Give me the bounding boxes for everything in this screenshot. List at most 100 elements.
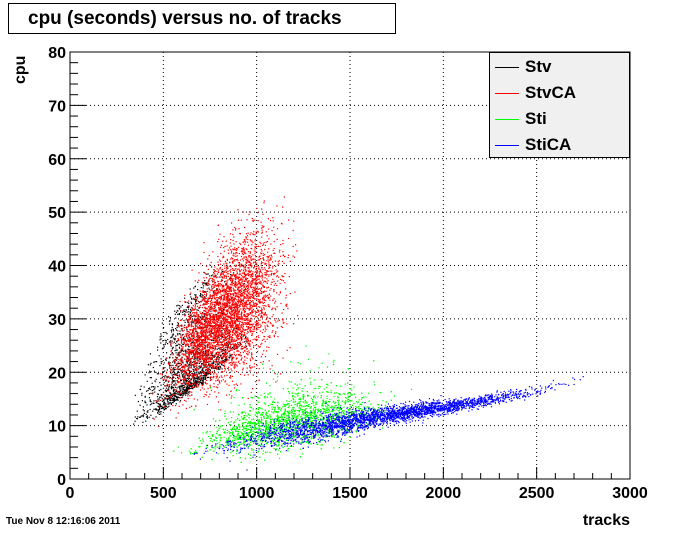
data-point (208, 346, 210, 348)
data-point (234, 331, 237, 333)
data-point (245, 316, 247, 318)
data-point (232, 314, 234, 316)
data-point (186, 389, 188, 391)
data-point (230, 239, 232, 241)
data-point (183, 364, 185, 366)
data-point (244, 288, 246, 291)
data-point (230, 310, 232, 312)
data-point (196, 373, 199, 375)
data-point (176, 349, 178, 351)
data-point (175, 393, 177, 395)
data-point (248, 280, 250, 282)
data-point (252, 233, 254, 235)
data-point (180, 325, 182, 327)
data-point (185, 354, 187, 356)
data-point (160, 361, 162, 363)
data-point (246, 315, 248, 318)
data-point (223, 366, 226, 368)
data-point (200, 332, 202, 335)
data-point (205, 303, 207, 305)
data-point (190, 367, 192, 369)
data-point (172, 379, 174, 382)
data-point (208, 338, 210, 340)
data-point (224, 370, 226, 372)
data-point (168, 361, 170, 363)
data-point (203, 304, 205, 306)
data-point (221, 350, 223, 352)
data-point (200, 263, 202, 265)
data-point (216, 297, 218, 299)
data-point (238, 344, 240, 346)
data-point (213, 290, 215, 292)
data-point (184, 338, 186, 340)
data-point (285, 297, 287, 299)
data-point (190, 310, 192, 312)
data-point (191, 331, 193, 333)
data-point (226, 316, 229, 318)
data-point (215, 341, 217, 343)
data-point (226, 301, 228, 303)
data-point (170, 340, 172, 342)
data-point (179, 377, 181, 379)
data-point (216, 373, 218, 375)
data-point (190, 372, 193, 375)
data-point (265, 314, 267, 316)
data-point (232, 361, 235, 363)
data-point (180, 357, 182, 359)
data-point (176, 387, 178, 389)
data-point (254, 252, 256, 254)
data-point (180, 306, 182, 308)
data-point (151, 390, 153, 392)
data-point (235, 317, 237, 319)
data-point (252, 303, 255, 305)
data-point (155, 416, 157, 418)
data-point (243, 303, 245, 305)
data-point (204, 344, 206, 346)
data-point (214, 274, 216, 276)
data-point (194, 378, 196, 380)
data-point (224, 321, 226, 324)
data-point (247, 342, 249, 344)
data-point (270, 259, 272, 261)
data-point (228, 356, 230, 358)
data-point (199, 301, 201, 303)
data-point (175, 374, 177, 376)
data-point (168, 316, 170, 318)
data-point (206, 370, 208, 372)
data-point (252, 274, 254, 276)
data-point (256, 292, 258, 294)
data-point (218, 351, 220, 353)
data-point (281, 260, 284, 263)
data-point (231, 304, 233, 306)
data-point (279, 292, 281, 294)
data-point (157, 393, 159, 395)
data-point (200, 317, 202, 319)
data-point (222, 345, 224, 347)
data-point (256, 264, 258, 266)
data-point (233, 249, 235, 251)
data-point (191, 383, 194, 385)
data-point (242, 309, 244, 311)
data-point (146, 404, 148, 406)
data-point (223, 247, 225, 249)
data-point (204, 312, 206, 315)
data-point (248, 350, 250, 352)
data-point (197, 303, 199, 305)
data-point (212, 360, 214, 362)
data-point (198, 349, 200, 351)
data-point (159, 373, 162, 375)
data-point (199, 352, 201, 354)
data-point (206, 391, 208, 393)
data-point (166, 383, 168, 385)
data-point (259, 330, 262, 332)
data-point (177, 338, 180, 340)
data-point (213, 280, 215, 282)
data-point (219, 289, 221, 292)
data-point (244, 346, 246, 348)
data-point (273, 226, 275, 228)
data-point (174, 373, 176, 375)
data-point (231, 317, 234, 319)
data-point (221, 297, 223, 300)
data-point (221, 271, 223, 273)
data-point (225, 314, 227, 316)
